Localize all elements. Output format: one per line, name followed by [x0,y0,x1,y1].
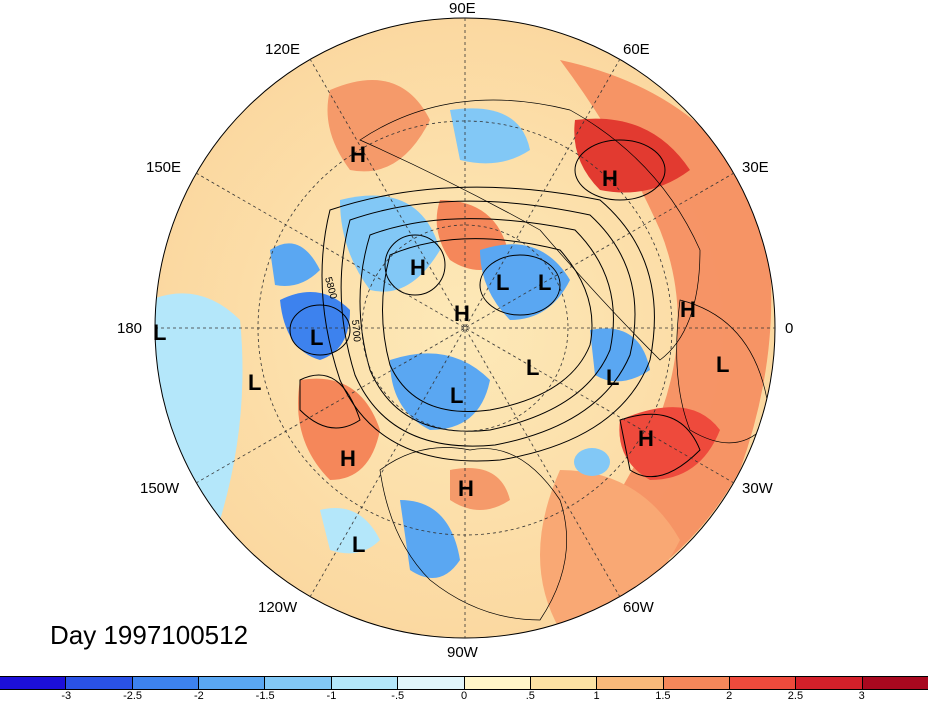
cool-anomaly-kamchatka [270,243,320,286]
colorbar-tick-label: 3 [858,690,865,702]
lon-label-150w: 150W [140,480,180,497]
cool-anomaly-central-asia [450,108,530,164]
colorbar-segment [796,677,863,689]
colorbar-segment [729,677,797,689]
colorbar-segment [66,677,133,689]
low-pressure-center: L [248,370,261,395]
warm-anomaly-africa [619,407,720,480]
warm-anomaly-east [560,60,772,620]
colorbar-segment [862,677,928,689]
warm-anomaly-pacific [298,378,380,480]
colorbar-segment [530,677,598,689]
colorbar-segment [0,677,67,689]
colorbar-segment [331,677,399,689]
coastline-north-america [379,447,568,621]
colorbar-tick-label: -2.5 [123,690,143,702]
lon-label-120e: 120E [265,41,301,58]
colorbar-tick-label: 1 [593,690,600,702]
low-pressure-center: L [450,383,463,408]
lon-label-150e: 150E [146,159,182,176]
cool-anomaly-east-pacific [320,508,380,554]
high-pressure-center: H [602,166,618,191]
warm-anomaly-atlantic [540,470,680,630]
lon-label-30e: 30E [742,159,769,176]
height-contours [289,139,701,478]
colorbar-segment [597,677,664,689]
cool-anomaly-scandinavia [590,328,650,382]
lon-label-180: 180 [117,320,143,337]
pressure-centers: H H H H H H H H L L L L L L L L L L [153,142,729,557]
colorbar [0,676,928,690]
warm-anomaly-europe [574,118,690,193]
cool-anomaly-mexico [400,500,460,578]
colorbar-segment [398,677,465,689]
lon-label-60w: 60W [623,599,654,616]
colorbar-tick-label: 2.5 [787,690,804,702]
lon-label-90e: 90E [449,0,476,17]
colorbar-segment [132,677,200,689]
graticule [155,18,775,638]
high-pressure-center: H [638,426,654,451]
colorbar-tick-label: -2 [193,690,204,702]
low-pressure-center: L [496,270,509,295]
low-pressure-center: H [410,255,426,280]
low-pressure-center: L [526,355,539,380]
low-pressure-center: L [153,320,166,345]
high-pressure-center: H [454,301,470,326]
high-pressure-center: H [350,142,366,167]
high-pressure-center: H [680,297,696,322]
colorbar-segment [199,677,266,689]
cool-anomaly-atlantic-spot [574,448,610,476]
low-pressure-center: L [310,325,323,350]
colorbar-tick-label: 2 [726,690,733,702]
map-title: Day 1997100512 [50,620,249,650]
colorbar-tick-label: -3 [61,690,72,702]
low-pressure-center: L [538,270,551,295]
colorbar-tick-label: -1.5 [255,690,275,702]
high-pressure-center: H [340,446,356,471]
lon-label-60e: 60E [623,41,650,58]
colorbar-tick-label: -.5 [391,690,405,702]
lon-label-0: 0 [785,320,794,337]
cool-anomaly-east-siberia [340,195,440,292]
high-pressure-center: H [458,476,474,501]
colorbar-tick-label: 0 [460,690,468,702]
colorbar-segment [464,677,531,689]
colorbar-tick-label: -1 [326,690,337,702]
cool-anomaly-aleutian [280,292,350,360]
colorbar-tick-label: .5 [525,690,535,702]
colorbar-tick-label: 1.5 [655,690,671,702]
low-pressure-center: L [606,365,619,390]
contour-label-5700: 5700 [349,319,362,343]
lon-label-30w: 30W [742,480,773,497]
coastline-africa [676,299,771,444]
coastline-eurasia [359,99,701,361]
lon-label-90w: 90W [447,644,478,661]
colorbar-segment [265,677,332,689]
colorbar-segment [663,677,730,689]
warm-anomaly-siberia [327,80,430,172]
low-pressure-center: L [352,532,365,557]
lon-label-120w: 120W [258,599,298,616]
polar-stereographic-map: 5800 5700 H H H H H H H H L L L L L L L … [153,17,776,639]
low-pressure-center: L [716,352,729,377]
